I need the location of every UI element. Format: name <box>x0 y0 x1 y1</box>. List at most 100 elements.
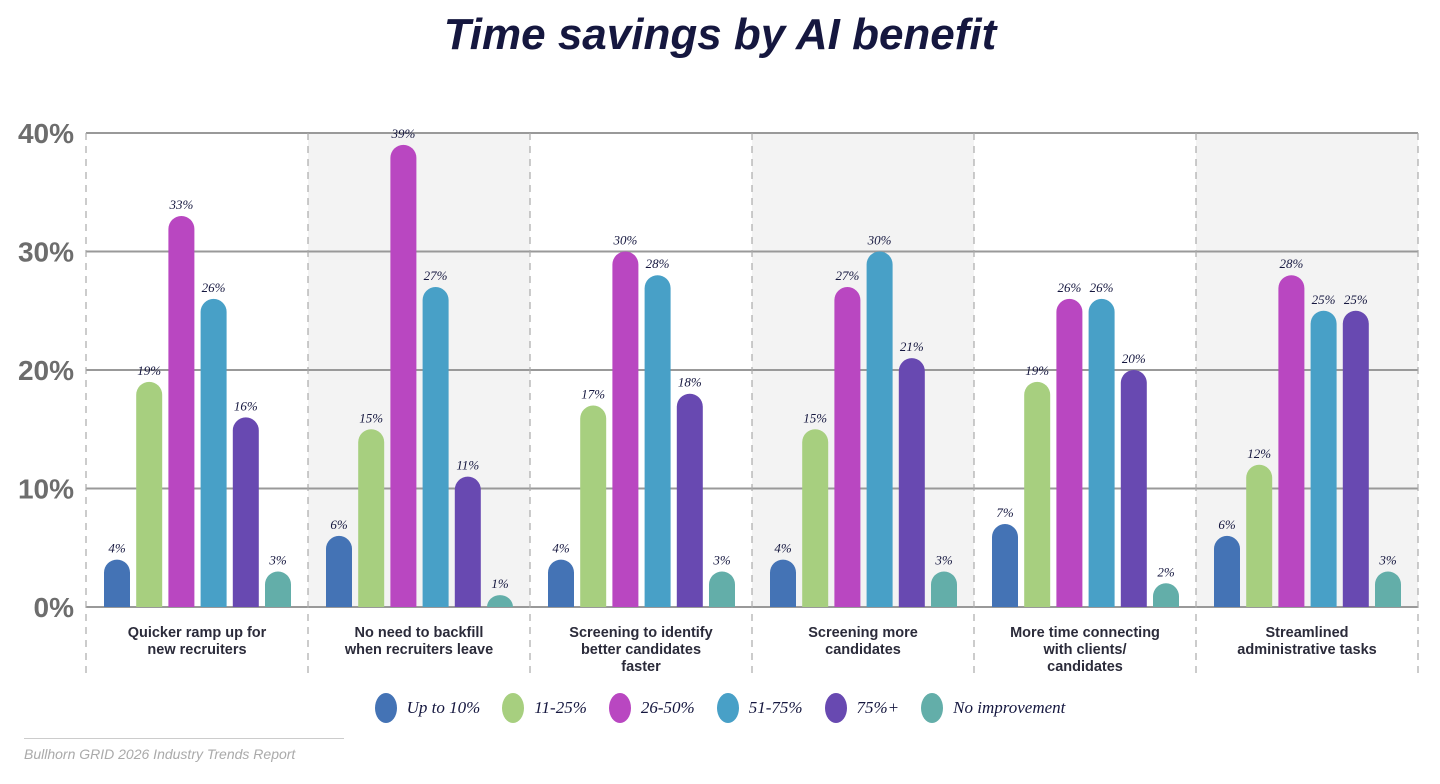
bar <box>1310 310 1337 607</box>
x-tick-label: Screening to identify <box>569 625 712 641</box>
bar <box>1278 275 1305 607</box>
data-label: 2% <box>1157 564 1175 579</box>
x-tick-label: More time connecting <box>1010 625 1160 641</box>
data-label: 26% <box>202 280 226 295</box>
data-label: 3% <box>1378 552 1397 567</box>
x-tick-label: administrative tasks <box>1237 642 1376 658</box>
data-label: 33% <box>168 197 193 212</box>
legend-item: No improvement <box>921 693 1065 723</box>
x-tick-label: Streamlined <box>1266 625 1349 641</box>
data-label: 30% <box>612 233 637 248</box>
data-label: 28% <box>1279 256 1303 271</box>
data-label: 12% <box>1247 446 1271 461</box>
bar <box>487 595 513 607</box>
data-label: 27% <box>835 268 859 283</box>
bar <box>454 476 481 607</box>
source-note: Bullhorn GRID 2026 Industry Trends Repor… <box>24 746 296 762</box>
bar <box>676 393 703 607</box>
legend-swatch <box>716 693 739 723</box>
legend-swatch <box>374 693 397 723</box>
bar <box>1153 583 1179 607</box>
legend-label: No improvement <box>953 698 1066 717</box>
bar <box>168 215 195 607</box>
data-label: 11% <box>456 458 479 473</box>
data-label: 28% <box>646 256 670 271</box>
legend-item: 11-25% <box>502 693 587 723</box>
x-tick-label: better candidates <box>581 642 701 658</box>
legend-item: Up to 10% <box>374 693 481 723</box>
y-tick-label: 30% <box>18 237 74 268</box>
bar <box>931 571 957 607</box>
data-label: 4% <box>108 541 126 556</box>
bar <box>265 571 291 607</box>
bar <box>770 559 796 607</box>
bar <box>898 358 925 607</box>
bar <box>1056 298 1083 607</box>
bar <box>709 571 735 607</box>
bar <box>612 251 639 608</box>
bar <box>422 287 449 607</box>
bar <box>992 524 1018 607</box>
legend-item: 51-75% <box>716 693 803 723</box>
x-tick-label: candidates <box>1047 659 1123 675</box>
bar <box>1214 535 1240 607</box>
chart-title: Time savings by AI benefit <box>443 10 997 59</box>
data-label: 18% <box>678 375 702 390</box>
bar <box>390 144 417 607</box>
data-label: 7% <box>996 505 1014 520</box>
data-label: 3% <box>712 552 731 567</box>
data-label: 6% <box>330 517 348 532</box>
y-tick-label: 40% <box>18 118 74 149</box>
bar <box>200 298 227 607</box>
data-label: 25% <box>1344 292 1368 307</box>
bar <box>326 535 352 607</box>
data-label: 26% <box>1090 280 1114 295</box>
data-label: 15% <box>359 410 383 425</box>
legend-label: Up to 10% <box>406 698 481 717</box>
legend-label: 11-25% <box>534 698 587 717</box>
bar <box>834 287 861 607</box>
legend-swatch <box>502 693 525 723</box>
bar <box>232 417 259 607</box>
bar <box>104 559 130 607</box>
legend-label: 51-75% <box>748 698 803 717</box>
bar <box>644 275 671 607</box>
data-label: 25% <box>1312 292 1336 307</box>
x-tick-label: Quicker ramp up for <box>128 625 267 641</box>
data-label: 3% <box>268 552 287 567</box>
data-label: 21% <box>900 339 924 354</box>
y-tick-label: 10% <box>18 474 74 505</box>
legend: Up to 10% 11-25% 26-50% 51-75% 75%+ No improv… <box>0 693 1440 723</box>
data-label: 19% <box>1025 363 1049 378</box>
legend-swatch <box>608 693 631 723</box>
data-label: 6% <box>1218 517 1236 532</box>
legend-swatch <box>921 693 944 723</box>
bar <box>1120 370 1147 607</box>
data-label: 4% <box>552 541 570 556</box>
bar <box>1342 310 1369 607</box>
bar <box>358 429 385 607</box>
bar <box>1246 464 1273 607</box>
bar <box>802 429 829 607</box>
data-label: 17% <box>581 387 605 402</box>
source-divider <box>24 738 344 739</box>
x-tick-label: with clients/ <box>1043 642 1127 658</box>
data-label: 19% <box>137 363 161 378</box>
data-label: 26% <box>1057 280 1081 295</box>
x-tick-label: No need to backfill <box>355 625 484 641</box>
legend-label: 75%+ <box>856 698 900 717</box>
bar <box>1088 298 1115 607</box>
bar <box>1375 571 1401 607</box>
data-label: 3% <box>934 552 953 567</box>
bar <box>866 251 893 608</box>
data-label: 16% <box>234 398 258 413</box>
x-tick-label: new recruiters <box>147 642 246 658</box>
data-label: 1% <box>491 576 509 591</box>
legend-label: 26-50% <box>640 698 695 717</box>
bar <box>548 559 574 607</box>
x-tick-label: Screening more <box>808 625 918 641</box>
legend-item: 75%+ <box>824 693 900 723</box>
bar <box>136 381 163 607</box>
